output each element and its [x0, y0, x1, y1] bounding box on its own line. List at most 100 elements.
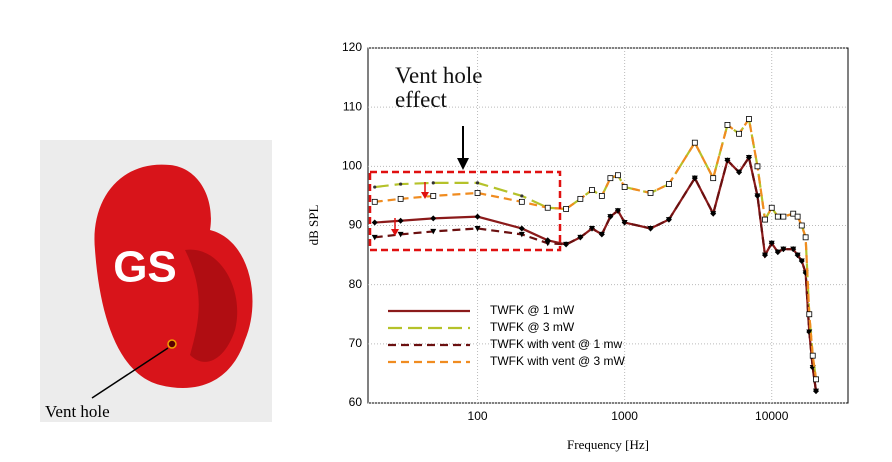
marker	[790, 246, 797, 253]
marker	[431, 181, 435, 185]
marker	[475, 181, 480, 185]
marker	[544, 204, 551, 211]
marker	[474, 213, 481, 220]
arrow-head	[457, 158, 469, 170]
series-line	[374, 116, 818, 380]
y-tick-label: 110	[343, 99, 362, 113]
marker	[607, 214, 614, 220]
marker	[710, 175, 717, 182]
marker	[691, 175, 698, 182]
marker	[666, 181, 672, 187]
arrow-head	[391, 229, 399, 236]
marker	[798, 258, 805, 264]
marker	[371, 198, 378, 205]
marker	[746, 116, 752, 122]
marker	[598, 193, 605, 199]
marker	[577, 195, 584, 202]
series-line	[374, 154, 818, 392]
y-tick-label: 60	[349, 395, 363, 409]
marker	[520, 194, 524, 198]
marker	[430, 193, 437, 199]
legend-label: TWFK @ 3 mW	[490, 320, 575, 334]
vent-hole	[167, 339, 177, 349]
marker	[399, 182, 403, 186]
marker	[761, 252, 768, 259]
marker	[802, 234, 809, 241]
marker	[768, 204, 775, 211]
marker	[774, 249, 781, 256]
legend-label: TWFK with vent @ 1 mw	[490, 337, 623, 351]
marker	[589, 187, 595, 193]
marker	[647, 225, 654, 232]
marker	[774, 213, 781, 220]
marker	[780, 213, 787, 220]
marker	[813, 388, 820, 395]
arrow-head	[421, 192, 429, 199]
legend-label: TWFK with vent @ 3 mW	[490, 354, 626, 368]
marker	[621, 184, 628, 190]
marker	[813, 376, 819, 383]
marker	[607, 175, 614, 182]
marker	[780, 246, 787, 253]
marker	[724, 122, 731, 128]
marker	[736, 130, 742, 137]
marker	[563, 206, 570, 212]
marker	[589, 225, 596, 232]
annotation: Vent hole effect	[395, 63, 483, 112]
earpiece-lobe	[185, 249, 238, 362]
logo: GS	[113, 243, 177, 292]
marker	[647, 190, 654, 196]
marker	[518, 225, 525, 232]
marker	[577, 234, 584, 241]
marker	[768, 240, 775, 247]
y-axis-label: dB SPL	[306, 205, 321, 246]
marker	[754, 193, 761, 199]
y-tick-label: 90	[349, 218, 363, 232]
marker	[373, 185, 377, 189]
marker	[397, 195, 404, 202]
y-tick-label: 120	[342, 40, 362, 54]
marker	[794, 252, 801, 259]
marker	[790, 210, 797, 217]
marker	[745, 154, 752, 161]
marker	[798, 222, 805, 229]
marker	[736, 169, 743, 176]
marker	[518, 231, 525, 238]
marker	[598, 231, 605, 238]
marker	[397, 231, 404, 238]
marker	[563, 241, 570, 248]
photo-label: Vent hole	[45, 402, 110, 421]
marker	[430, 215, 437, 222]
marker	[806, 311, 813, 318]
marker	[474, 190, 481, 196]
pointer	[91, 347, 169, 399]
marker	[710, 211, 717, 217]
highlight-box	[368, 170, 562, 252]
marker	[809, 352, 816, 359]
marker	[754, 163, 761, 170]
photo: GS Vent hole	[40, 140, 272, 422]
plot-marks: 60 70 80 90 100 110 120 100 1000 10000 TWFK @ 1 mW…	[342, 40, 848, 423]
marker	[665, 217, 672, 223]
x-tick-label: 10000	[755, 409, 789, 423]
x-tick-label: 1000	[611, 409, 638, 423]
marker	[544, 240, 551, 247]
x-axis-label: Frequency [Hz]	[567, 437, 649, 452]
marker	[371, 234, 378, 241]
marker	[518, 198, 525, 205]
marker	[614, 208, 621, 214]
marker	[724, 157, 731, 164]
marker	[762, 216, 768, 223]
marker	[794, 213, 801, 220]
y-tick-label: 100	[342, 159, 362, 173]
y-tick-label: 80	[349, 277, 363, 291]
marker	[474, 225, 481, 232]
legend-label: TWFK @ 1 mW	[490, 303, 575, 317]
marker	[621, 220, 628, 226]
marker	[615, 172, 621, 179]
y-tick-label: 70	[349, 336, 363, 350]
marker	[691, 139, 698, 146]
marker	[397, 217, 404, 224]
